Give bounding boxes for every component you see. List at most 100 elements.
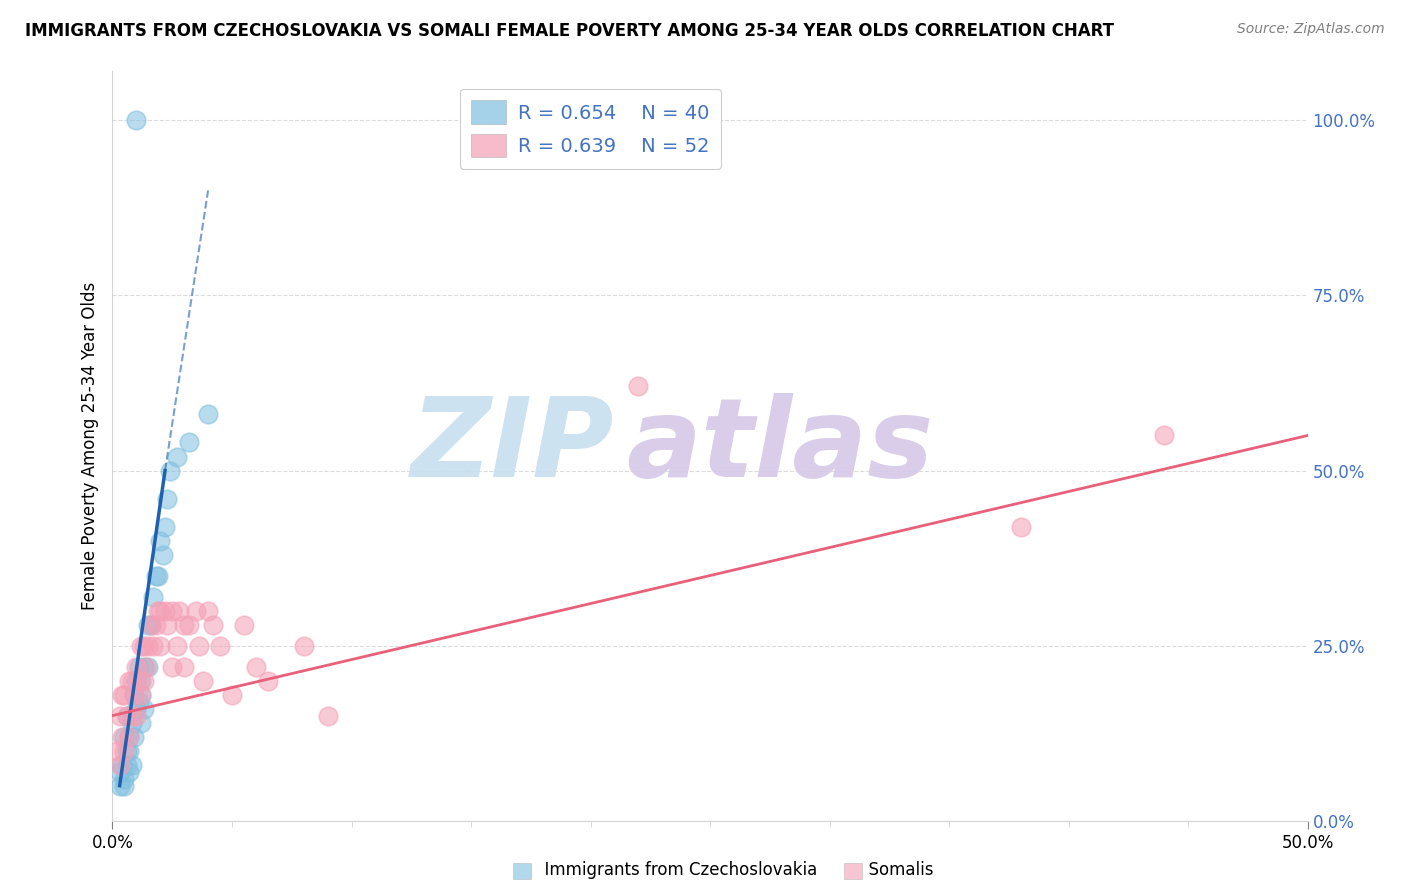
Point [139, 617, 162, 632]
Point [138, 659, 160, 673]
Legend: R = 0.654    N = 40, R = 0.639    N = 52: R = 0.654 N = 40, R = 0.639 N = 52 [460, 88, 721, 169]
Point [257, 673, 280, 688]
Point [125, 113, 148, 128]
Point [111, 757, 134, 772]
Point [121, 757, 143, 772]
Point [201, 617, 224, 632]
Point [142, 590, 165, 604]
Point [245, 659, 267, 673]
Point [146, 568, 169, 582]
Point [233, 617, 256, 632]
Point [146, 603, 169, 617]
Point [132, 701, 155, 715]
Point [128, 673, 150, 688]
Point [125, 673, 148, 688]
Point [149, 533, 172, 548]
Point [125, 701, 148, 715]
Point [1153, 428, 1175, 442]
Point [115, 757, 138, 772]
Point [1010, 519, 1032, 533]
Point [115, 708, 138, 723]
Point [132, 673, 155, 688]
Point [145, 617, 167, 632]
Point [111, 730, 134, 744]
Text: Immigrants from Czechoslovakia: Immigrants from Czechoslovakia [534, 861, 817, 879]
Point [118, 730, 141, 744]
Point [129, 688, 152, 702]
Point [122, 688, 145, 702]
Point [145, 568, 167, 582]
Point [122, 688, 145, 702]
Point [121, 673, 143, 688]
Point [209, 639, 232, 653]
Point [173, 659, 195, 673]
Point [108, 708, 131, 723]
Point [156, 491, 179, 506]
Point [627, 379, 650, 393]
Text: IMMIGRANTS FROM CZECHOSLOVAKIA VS SOMALI FEMALE POVERTY AMONG 25-34 YEAR OLDS CO: IMMIGRANTS FROM CZECHOSLOVAKIA VS SOMALI… [25, 22, 1115, 40]
Point [177, 617, 200, 632]
Point [169, 603, 191, 617]
Point [129, 715, 152, 730]
Point [114, 772, 135, 786]
Point [114, 688, 135, 702]
Point [156, 617, 179, 632]
Text: Source: ZipAtlas.com: Source: ZipAtlas.com [1237, 22, 1385, 37]
Point [108, 764, 131, 779]
Point [135, 659, 157, 673]
Point [149, 639, 172, 653]
Point [108, 757, 131, 772]
Point [125, 659, 148, 673]
Y-axis label: Female Poverty Among 25-34 Year Olds: Female Poverty Among 25-34 Year Olds [80, 282, 98, 610]
Point [138, 639, 160, 653]
Point [316, 708, 339, 723]
Point [177, 435, 200, 450]
Point [173, 617, 195, 632]
Point [197, 603, 219, 617]
Text: Somalis: Somalis [858, 861, 934, 879]
Point [118, 764, 141, 779]
Point [121, 708, 143, 723]
Point [129, 688, 152, 702]
Point [118, 743, 141, 757]
Point [115, 743, 138, 757]
Point [197, 408, 219, 422]
Point [159, 463, 181, 477]
Point [114, 779, 135, 793]
Point [132, 659, 155, 673]
Point [139, 617, 162, 632]
Point [111, 688, 134, 702]
Point [166, 639, 188, 653]
Point [114, 730, 135, 744]
Point [142, 639, 165, 653]
Point [118, 673, 141, 688]
Point [149, 603, 172, 617]
Point [128, 695, 150, 709]
Point [166, 450, 188, 464]
Point [186, 603, 208, 617]
Point [193, 673, 215, 688]
Point [121, 715, 143, 730]
Point [153, 519, 176, 533]
Point [114, 743, 135, 757]
Point [128, 659, 150, 673]
Point [152, 548, 174, 562]
Point [125, 708, 148, 723]
Text: ZIP: ZIP [411, 392, 614, 500]
Point [122, 730, 145, 744]
Point [221, 688, 243, 702]
Point [132, 639, 155, 653]
Point [162, 603, 183, 617]
Point [129, 673, 152, 688]
Point [292, 639, 315, 653]
Point [187, 639, 209, 653]
Point [153, 603, 176, 617]
Point [115, 708, 138, 723]
Point [162, 659, 183, 673]
Point [118, 730, 141, 744]
Point [138, 617, 160, 632]
Text: atlas: atlas [627, 392, 934, 500]
Point [129, 639, 152, 653]
Point [108, 779, 131, 793]
Point [105, 743, 128, 757]
